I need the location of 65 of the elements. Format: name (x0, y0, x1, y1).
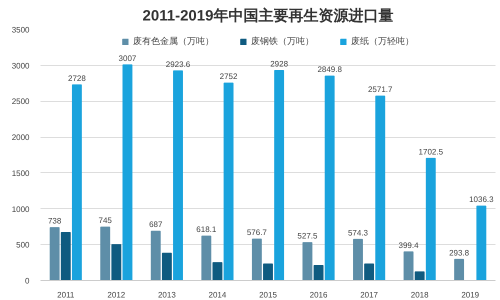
bar (263, 264, 273, 280)
bar (314, 264, 324, 280)
bar (173, 70, 183, 280)
data-label: 745 (98, 216, 112, 226)
data-label: 2752 (220, 72, 238, 82)
y-tick-label: 2500 (12, 97, 30, 106)
bar (353, 238, 363, 280)
legend-label: 废钢铁（万吨） (251, 35, 314, 48)
x-tick-label: 2011 (57, 290, 75, 300)
data-label: 527.5 (297, 232, 318, 241)
bar (404, 251, 414, 280)
bar (122, 64, 132, 280)
data-label: 399.4 (398, 240, 420, 250)
bar (426, 158, 436, 280)
bar (476, 206, 486, 280)
data-label: 1702.5 (418, 147, 444, 156)
bar (50, 227, 60, 280)
bar (212, 262, 222, 280)
bar (162, 252, 172, 280)
bar (414, 271, 425, 280)
x-tick-label: 2014 (208, 290, 227, 300)
x-tick-label: 2012 (107, 290, 126, 300)
legend-label: 废有色金属（万吨） (133, 35, 214, 48)
data-label: 2928 (270, 60, 289, 69)
x-tick-label: 2016 (310, 290, 328, 300)
y-tick-label: 500 (16, 240, 30, 250)
bar (224, 82, 234, 280)
data-label: 2728 (68, 74, 86, 83)
legend-label: 废纸（万轻吨） (351, 35, 414, 48)
data-label: 738 (48, 216, 62, 226)
bar (302, 242, 312, 280)
x-tick-label: 2017 (360, 290, 379, 300)
bar (324, 76, 335, 280)
bar (100, 226, 110, 280)
data-label: 2923.6 (166, 60, 191, 69)
x-tick-label: 2015 (259, 290, 278, 300)
data-label: 687 (149, 220, 163, 230)
data-label: 293.8 (449, 248, 470, 258)
data-label: 2849.8 (317, 65, 342, 74)
bar (150, 230, 161, 280)
bar (454, 258, 464, 280)
bar (274, 70, 284, 280)
bar (364, 264, 374, 280)
y-tick-label: 1000 (12, 204, 30, 214)
x-tick-label: 2018 (410, 290, 430, 300)
y-tick-label: 1500 (12, 168, 30, 178)
data-label: 618.1 (196, 225, 217, 234)
data-label: 574.3 (348, 228, 369, 238)
bar (252, 238, 262, 280)
bar (72, 84, 82, 280)
bar (201, 236, 212, 280)
bar (111, 244, 122, 280)
y-tick-label: 0 (25, 276, 30, 286)
y-tick-label: 2000 (12, 133, 30, 142)
data-label: 2571.7 (368, 85, 394, 94)
x-tick-label: 2013 (158, 290, 176, 300)
data-label: 1036.3 (469, 195, 494, 204)
y-tick-label: 3000 (12, 61, 30, 70)
data-label: 3007 (118, 54, 137, 63)
x-tick-label: 2019 (461, 290, 480, 300)
chart-title: 2011-2019年中国主要再生资源进口量 (142, 6, 394, 24)
data-label: 576.7 (246, 228, 268, 238)
bar (375, 96, 386, 280)
y-tick-label: 3500 (12, 26, 30, 34)
bar (60, 232, 71, 280)
